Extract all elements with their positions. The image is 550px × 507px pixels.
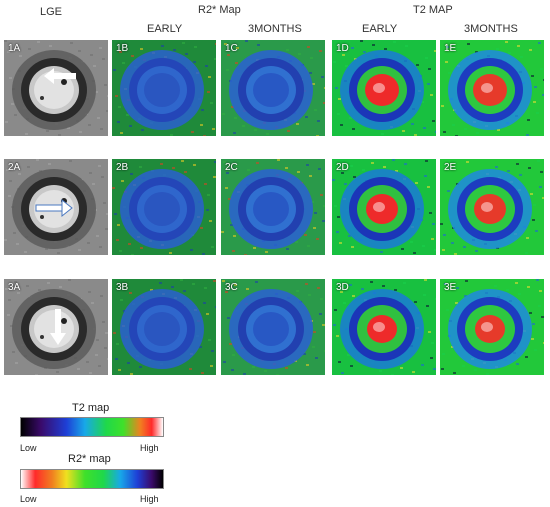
header-t2-early: EARLY [362, 23, 398, 35]
header-lge: LGE [40, 6, 63, 18]
mri-image [440, 279, 544, 375]
mri-image [332, 279, 436, 375]
panel-label: 2C [225, 162, 238, 173]
arrow-icon [35, 198, 73, 218]
mri-image [221, 40, 325, 136]
mri-panel: 3C [221, 279, 325, 375]
mri-panel: 1C [221, 40, 325, 136]
arrow-icon [44, 68, 76, 84]
legend-t2-title: T2 map [72, 402, 110, 414]
mri-image [4, 159, 108, 255]
mri-image [440, 40, 544, 136]
mri-panel: 3A [4, 279, 108, 375]
mri-panel: 2D [332, 159, 436, 255]
panel-label: 3C [225, 282, 238, 293]
arrow-icon [50, 309, 66, 345]
mri-panel: 2E [440, 159, 544, 255]
mri-panel: 3D [332, 279, 436, 375]
mri-image [112, 159, 216, 255]
panel-label: 3A [8, 282, 21, 293]
mri-panel: 2B [112, 159, 216, 255]
mri-panel: 1A [4, 40, 108, 136]
mri-panel: 3E [440, 279, 544, 375]
legend-t2-high: High [140, 443, 159, 453]
mri-image [332, 159, 436, 255]
mri-panel: 1D [332, 40, 436, 136]
legend-r2-high: High [140, 494, 159, 504]
panel-label: 2E [444, 162, 457, 173]
panel-label: 3E [444, 282, 457, 293]
panel-label: 1C [225, 43, 238, 54]
header-r2-early: EARLY [147, 23, 183, 35]
mri-image [112, 279, 216, 375]
panel-label: 2A [8, 162, 21, 173]
legend-r2-title: R2* map [68, 453, 111, 465]
header-t2-3months: 3MONTHS [464, 23, 518, 35]
mri-panel: 3B [112, 279, 216, 375]
header-t2-map: T2 MAP [413, 4, 453, 16]
legend-t2-low: Low [20, 443, 37, 453]
mri-image [440, 159, 544, 255]
mri-panel: 1B [112, 40, 216, 136]
panel-label: 2D [336, 162, 349, 173]
panel-label: 1D [336, 43, 349, 54]
panel-label: 1A [8, 43, 21, 54]
mri-image [112, 40, 216, 136]
mri-panel: 2A [4, 159, 108, 255]
mri-image [4, 279, 108, 375]
mri-image [221, 159, 325, 255]
mri-panel: 2C [221, 159, 325, 255]
legend-t2-colorbar [20, 417, 164, 437]
mri-image [4, 40, 108, 136]
legend-r2-colorbar [20, 469, 164, 489]
panel-label: 3D [336, 282, 349, 293]
panel-label: 3B [116, 282, 129, 293]
mri-image [221, 279, 325, 375]
mri-image [332, 40, 436, 136]
panel-label: 1B [116, 43, 129, 54]
legend-r2-low: Low [20, 494, 37, 504]
header-r2star-map: R2* Map [198, 4, 241, 16]
header-r2-3months: 3MONTHS [248, 23, 302, 35]
mri-panel: 1E [440, 40, 544, 136]
panel-label: 2B [116, 162, 129, 173]
panel-label: 1E [444, 43, 457, 54]
